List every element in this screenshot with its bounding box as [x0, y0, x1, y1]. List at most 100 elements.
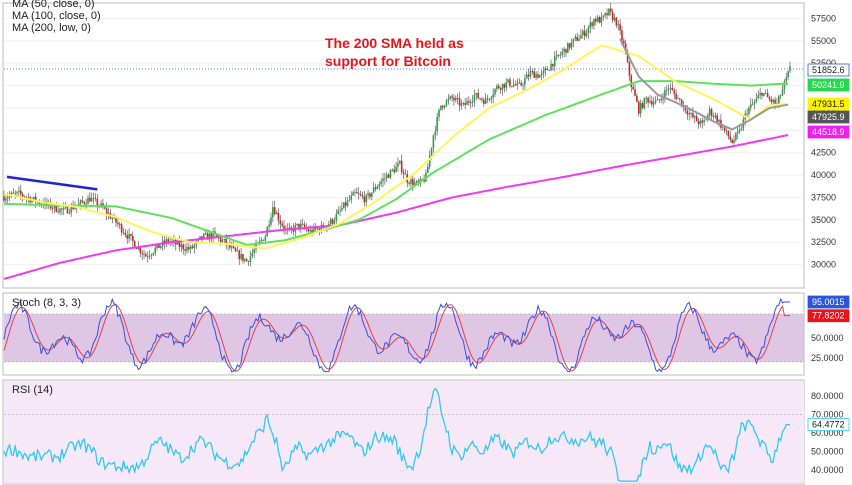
- main-ytick-7: 40000: [811, 170, 836, 180]
- candle-body-284: [533, 71, 536, 78]
- candle-body-323: [606, 13, 608, 16]
- candle-body-408: [764, 92, 767, 94]
- main-ytick-11: 30000: [811, 260, 836, 270]
- candle-body-184: [346, 200, 349, 206]
- main-ytick-2: 52500: [811, 58, 836, 68]
- stoch-plot: [3, 297, 804, 373]
- candle-body-93: [176, 241, 179, 245]
- candle-body-143: [270, 217, 272, 225]
- candle-body-58: [111, 218, 114, 219]
- main-ytick-1: 55000: [811, 36, 836, 46]
- candle-body-86: [163, 240, 166, 244]
- candle-body-378: [708, 109, 711, 115]
- candle-body-415: [777, 95, 780, 104]
- candle-body-66: [126, 234, 129, 239]
- candle-body-176: [331, 219, 334, 224]
- candle-body-64: [122, 232, 125, 234]
- candle-body-48: [92, 197, 95, 199]
- rsi-background: [4, 381, 804, 483]
- candle-body-318: [596, 17, 599, 22]
- candle-body-327: [613, 17, 616, 21]
- swing-ma-line: [619, 38, 789, 131]
- candle-body-128: [242, 254, 244, 261]
- rsi-value-tag-label-0: 64.4772: [812, 420, 845, 430]
- main-value-tag-box-3: [807, 110, 850, 124]
- candle-body-406: [761, 92, 763, 96]
- candle-body-385: [721, 127, 724, 129]
- candle-body-208: [391, 169, 394, 171]
- candle-body-10: [21, 194, 24, 197]
- candle-body-75: [143, 253, 145, 255]
- candle-body-56: [107, 213, 110, 214]
- candle-body-249: [468, 101, 470, 103]
- candle-body-49: [94, 197, 97, 199]
- candle-body-42: [81, 200, 84, 203]
- candle-body-289: [542, 70, 545, 74]
- candle-body-376: [705, 119, 707, 121]
- main-value-tag-label-0: 51852.6: [812, 65, 845, 75]
- candle-body-157: [296, 223, 298, 226]
- stoch-value-tag-0: 95.0015: [807, 295, 850, 309]
- legend-ma50: MA (50, close, 0): [12, 0, 95, 10]
- candle-body-169: [318, 228, 321, 232]
- candle-body-296: [555, 54, 558, 57]
- candle-body-82: [156, 243, 158, 248]
- candle-body-205: [385, 174, 388, 179]
- candle-body-264: [496, 85, 498, 90]
- candle-body-111: [210, 233, 213, 239]
- candle-body-165: [311, 229, 313, 233]
- candle-body-282: [529, 71, 532, 77]
- candle-body-11: [23, 196, 26, 198]
- candle-body-416: [779, 95, 782, 97]
- candle-body-411: [770, 99, 773, 103]
- main-value-tag-label-3: 47925.9: [812, 112, 845, 122]
- candle-body-107: [202, 234, 205, 239]
- main-value-tag-2: 47931.5: [807, 97, 850, 111]
- rsi-line: [3, 387, 790, 482]
- candle-body-55: [105, 208, 108, 214]
- candle-body-367: [688, 113, 690, 115]
- rsi-ytick-0: 80.0000: [811, 391, 844, 401]
- candle-body-372: [697, 121, 700, 125]
- candle-body-279: [524, 78, 526, 85]
- candle-body-8: [18, 190, 20, 192]
- candle-body-60: [115, 216, 117, 223]
- candle-body-76: [145, 254, 147, 257]
- rsi-value-tag-box-0: [807, 418, 850, 432]
- candle-body-70: [133, 240, 136, 248]
- candle-body-193: [363, 196, 366, 203]
- candle-body-114: [216, 234, 218, 237]
- candle-body-260: [488, 99, 491, 100]
- candle-body-33: [64, 206, 67, 208]
- candle-body-379: [710, 109, 713, 117]
- candle-body-326: [611, 11, 614, 21]
- candle-body-335: [628, 61, 631, 76]
- candle-body-321: [602, 15, 605, 17]
- candle-body-344: [645, 97, 648, 99]
- candle-body-229: [430, 147, 433, 156]
- candle-body-196: [369, 193, 371, 197]
- candle-body-98: [186, 247, 188, 251]
- main-value-tag-label-1: 50241.9: [812, 80, 845, 90]
- candle-body-341: [639, 103, 642, 114]
- ma50-line: [3, 44, 789, 250]
- candle-body-366: [686, 110, 689, 115]
- candle-body-123: [232, 246, 235, 248]
- candle-body-383: [718, 119, 720, 122]
- candle-body-317: [595, 19, 597, 22]
- candle-body-272: [511, 86, 513, 87]
- candle-body-328: [615, 17, 618, 26]
- candle-body-137: [258, 240, 261, 243]
- candle-body-158: [298, 223, 300, 228]
- candle-body-363: [680, 99, 683, 107]
- candle-body-19: [38, 201, 41, 204]
- candle-body-316: [593, 19, 595, 26]
- candle-body-91: [173, 240, 175, 241]
- candle-body-77: [146, 256, 149, 258]
- candle-body-324: [608, 8, 610, 16]
- candle-body-347: [651, 100, 653, 105]
- candle-body-352: [660, 98, 662, 100]
- candle-body-309: [580, 34, 582, 39]
- candle-body-235: [441, 105, 444, 108]
- candle-body-375: [703, 120, 705, 123]
